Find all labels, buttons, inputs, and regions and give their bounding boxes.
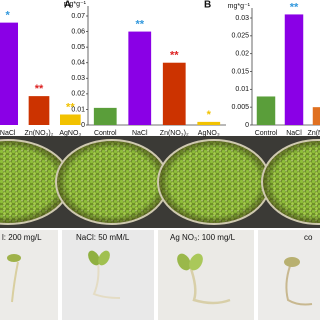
bar xyxy=(93,107,117,125)
x-tick-label: NaCl xyxy=(132,130,148,137)
y-tick-label: 0 xyxy=(245,122,249,129)
bar xyxy=(0,22,19,125)
seedling-panel xyxy=(258,230,320,320)
dish-rim xyxy=(261,139,320,225)
bar xyxy=(28,96,50,125)
x-tick-label: Control xyxy=(255,130,278,137)
dish-rim xyxy=(55,139,169,225)
bar xyxy=(284,14,304,125)
seedling-leaf xyxy=(177,253,191,271)
x-tick-label: Zn(NO₃)₂ xyxy=(160,130,189,137)
photo-label: Ag NO₃: 100 mg/L xyxy=(170,233,236,242)
x-tick-label: Control xyxy=(94,130,117,137)
y-axis-label: mg*g⁻¹ xyxy=(64,1,87,8)
bar xyxy=(312,107,320,125)
dish-rim xyxy=(157,139,271,225)
y-tick-label: 0.015 xyxy=(231,68,249,75)
seedling-panel xyxy=(62,230,154,320)
seedling-leaf xyxy=(88,250,100,266)
significance-mark: ** xyxy=(135,18,144,30)
y-tick-label: 0.05 xyxy=(71,44,85,51)
seedling-leaf xyxy=(284,257,300,267)
seedling-stem xyxy=(92,261,121,299)
x-tick-label: NaCl xyxy=(286,130,302,137)
y-tick-label: 0.03 xyxy=(71,75,85,82)
y-tick-label: 0.06 xyxy=(71,28,85,35)
seedling-photos xyxy=(0,230,320,320)
y-tick-label: 0.02 xyxy=(235,51,249,58)
seedling-panel xyxy=(158,230,254,320)
y-tick-label: 0.07 xyxy=(71,13,85,20)
significance-mark: ** xyxy=(66,101,75,113)
seedling-stem xyxy=(188,265,231,305)
bar xyxy=(162,62,186,125)
bar xyxy=(256,96,276,125)
y-tick-label: 0 xyxy=(81,122,85,129)
photo-label: co xyxy=(304,233,313,242)
panel-letter: B xyxy=(204,0,211,11)
x-tick-label: AgNO₃ xyxy=(59,130,81,137)
bar xyxy=(128,31,152,126)
panel-letter: A xyxy=(64,0,71,11)
y-tick-label: 0.04 xyxy=(71,60,85,67)
seedling-leaf xyxy=(189,253,203,271)
significance-mark: * xyxy=(207,109,212,121)
x-tick-label: AgNO₃ xyxy=(198,130,220,137)
x-tick-label: NaCl xyxy=(0,130,16,137)
seedling-panel xyxy=(0,230,58,320)
seedling-stem xyxy=(11,261,19,303)
photo-label: NaCl: 50 mM/L xyxy=(76,233,130,242)
x-tick-label: Zn(NO₃)₂ xyxy=(25,130,54,137)
y-tick-label: 0.01 xyxy=(71,106,85,113)
x-tick-label: Zn(NO₃)₂ xyxy=(308,130,320,137)
photo-label: l: 200 mg/L xyxy=(2,233,42,242)
y-tick-label: 0.025 xyxy=(231,33,249,40)
seedling-leaf xyxy=(7,254,21,262)
significance-mark: ** xyxy=(35,83,44,95)
seedling-leaf xyxy=(98,250,110,266)
y-tick-label: 0.03 xyxy=(235,15,249,22)
y-tick-label: 0.02 xyxy=(71,91,85,98)
petri-dishes xyxy=(0,139,320,225)
charts: A NaCl * Zn(NO₃)₂ ** AgNO₃ ** 0 0.01 0.02 0.03 0.04… xyxy=(0,0,320,137)
y-tick-label: 0.01 xyxy=(235,86,249,93)
y-tick-label: 0.005 xyxy=(231,104,249,111)
bar xyxy=(197,121,221,125)
bar xyxy=(59,114,81,125)
significance-mark: ** xyxy=(290,1,299,13)
y-axis-label: mg*g⁻¹ xyxy=(228,3,251,10)
significance-mark: * xyxy=(6,10,11,22)
seedling-stem xyxy=(285,265,313,306)
significance-mark: ** xyxy=(170,50,179,62)
